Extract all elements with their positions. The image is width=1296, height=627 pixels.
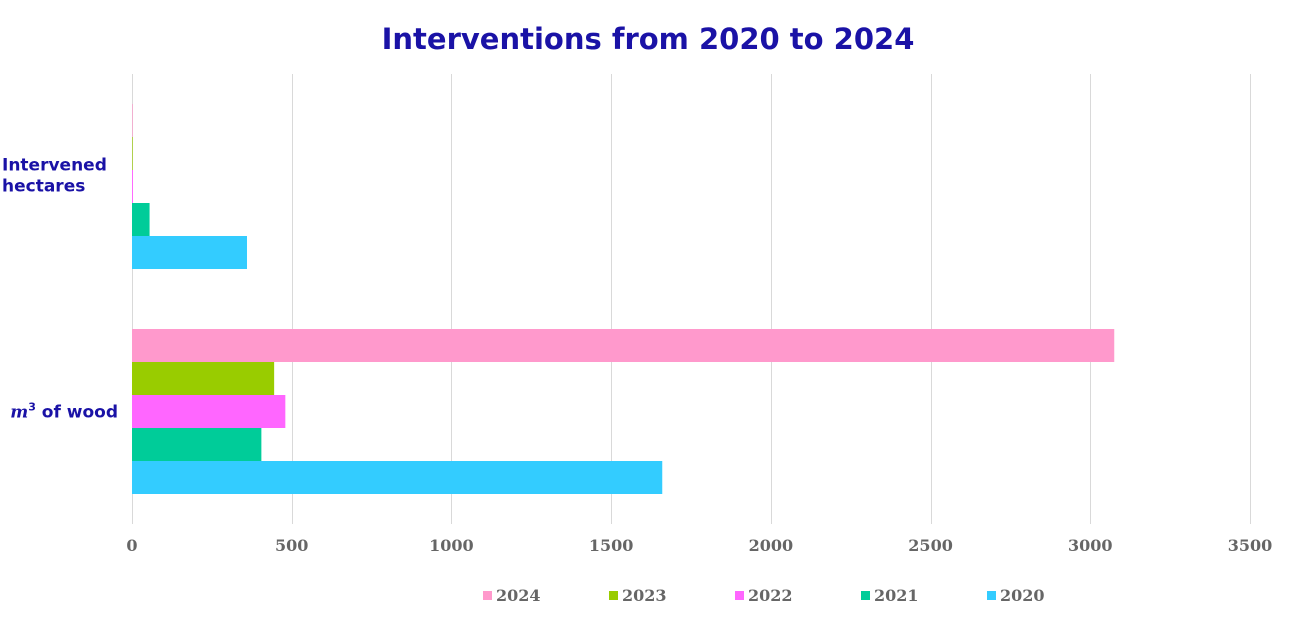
bars (132, 104, 1115, 494)
legend-label-2020: 2020 (1000, 586, 1045, 605)
bar-2020-cat0 (132, 236, 247, 269)
x-tick-label-3500: 3500 (1228, 536, 1273, 555)
bar-2023-cat0 (132, 137, 133, 170)
bar-2023-cat1 (132, 362, 275, 395)
category-labels: Intervened hectares m3 of wood (2, 156, 118, 423)
category-label-hectares: Intervened hectares (2, 156, 107, 197)
x-tick-label-2000: 2000 (749, 536, 794, 555)
legend-swatch-2024 (483, 591, 492, 600)
category-label-wood: m3 of wood (10, 401, 118, 423)
x-tick-label-500: 500 (275, 536, 308, 555)
bar-2022-cat0 (132, 170, 133, 203)
x-tick-label-1500: 1500 (589, 536, 634, 555)
x-tick-label-2500: 2500 (908, 536, 953, 555)
bar-2021-cat1 (132, 428, 262, 461)
x-tick-label-0: 0 (126, 536, 137, 555)
legend-label-2024: 2024 (496, 586, 541, 605)
legend: 2024 2023 2022 2021 2020 (483, 586, 1045, 605)
bar-2022-cat1 (132, 395, 286, 428)
legend-swatch-2022 (735, 591, 744, 600)
legend-swatch-2020 (987, 591, 996, 600)
legend-label-2021: 2021 (874, 586, 919, 605)
x-tick-label-1000: 1000 (429, 536, 474, 555)
chart-title: Interventions from 2020 to 2024 (381, 22, 915, 56)
legend-swatch-2023 (609, 591, 618, 600)
legend-swatch-2021 (861, 591, 870, 600)
legend-label-2022: 2022 (748, 586, 793, 605)
x-tick-label-3000: 3000 (1068, 536, 1113, 555)
bar-2020-cat1 (132, 461, 663, 494)
bar-2021-cat0 (132, 203, 150, 236)
legend-label-2023: 2023 (622, 586, 667, 605)
gridlines (132, 74, 1251, 524)
bar-2024-cat1 (132, 329, 1115, 362)
x-axis-ticks: 0 500 1000 1500 2000 2500 3000 3500 (126, 536, 1272, 555)
bar-2024-cat0 (132, 104, 133, 137)
